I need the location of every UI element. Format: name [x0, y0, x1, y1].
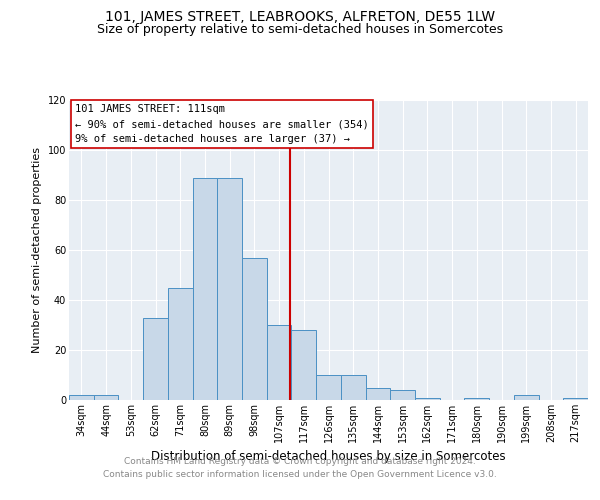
Bar	[242, 258, 267, 400]
Bar	[415, 398, 440, 400]
Bar	[390, 390, 415, 400]
Bar	[563, 398, 588, 400]
Bar	[514, 395, 539, 400]
Y-axis label: Number of semi-detached properties: Number of semi-detached properties	[32, 147, 42, 353]
Bar	[341, 375, 365, 400]
Text: Contains public sector information licensed under the Open Government Licence v3: Contains public sector information licen…	[103, 470, 497, 479]
Text: 101, JAMES STREET, LEABROOKS, ALFRETON, DE55 1LW: 101, JAMES STREET, LEABROOKS, ALFRETON, …	[105, 10, 495, 24]
Text: Contains HM Land Registry data © Crown copyright and database right 2024.: Contains HM Land Registry data © Crown c…	[124, 458, 476, 466]
Bar	[69, 395, 94, 400]
X-axis label: Distribution of semi-detached houses by size in Somercotes: Distribution of semi-detached houses by …	[151, 450, 506, 464]
Bar	[316, 375, 341, 400]
Bar	[217, 178, 242, 400]
Bar	[292, 330, 316, 400]
Bar	[365, 388, 390, 400]
Bar	[193, 178, 217, 400]
Text: Size of property relative to semi-detached houses in Somercotes: Size of property relative to semi-detach…	[97, 22, 503, 36]
Bar	[267, 325, 292, 400]
Bar	[464, 398, 489, 400]
Text: 101 JAMES STREET: 111sqm
← 90% of semi-detached houses are smaller (354)
9% of s: 101 JAMES STREET: 111sqm ← 90% of semi-d…	[75, 104, 369, 144]
Bar	[143, 318, 168, 400]
Bar	[168, 288, 193, 400]
Bar	[94, 395, 118, 400]
